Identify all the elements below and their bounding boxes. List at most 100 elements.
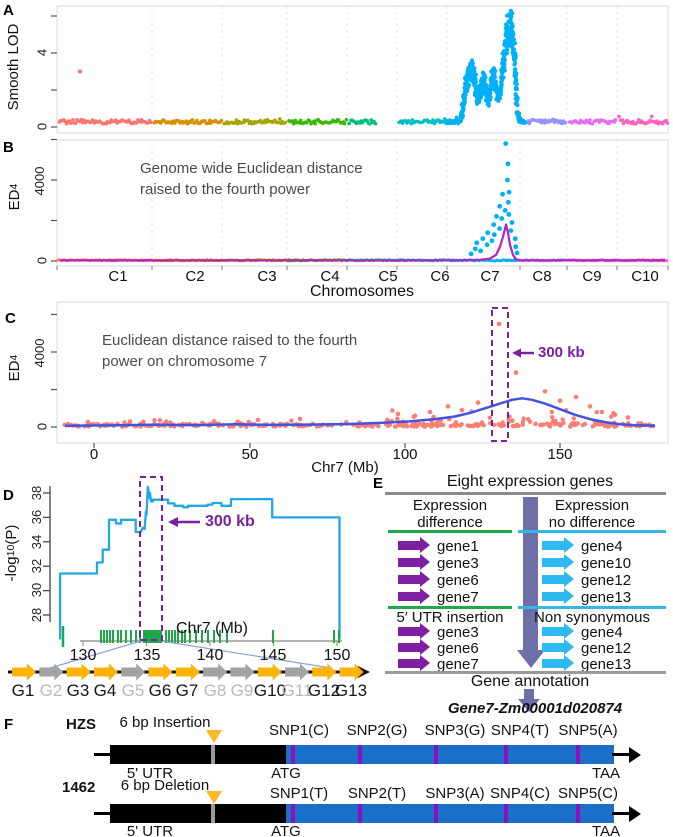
cyan-arrow-icon [542, 623, 574, 639]
panel-d-ytick-30: 30 [28, 582, 44, 598]
panel-d-y-label-post: (P) [2, 524, 20, 545]
panel-e-title-underline [385, 492, 666, 495]
panel-d-ytick-32: 32 [28, 558, 44, 574]
panel-e-left-green-line-bottom [388, 606, 512, 609]
snp3-line [434, 745, 438, 764]
gene-label-g1: G1 [11, 681, 35, 700]
panel-e-footer-label: Gene annotation [470, 673, 590, 690]
purple-arrow-icon [398, 639, 430, 655]
panel-e-footer-line [385, 671, 666, 674]
panel-b-ytick-0: 0 [34, 256, 50, 265]
panel-f-row1-snp4: SNP4(T) [490, 722, 550, 739]
panel-a-ytick-0: 0 [34, 122, 50, 131]
deletion-site-line [211, 804, 215, 823]
panel-d-ytick-28: 28 [28, 607, 44, 623]
panel-d-y-axis-label: -log 10 (P) [2, 507, 20, 599]
panel-c-ytick-0: 0 [34, 422, 50, 431]
panel-e-down-arrow-body [524, 689, 534, 699]
panel-e-candidate-gene: Gene7-Zm00001d020874 [447, 700, 623, 717]
panel-d-ytick-34: 34 [28, 534, 44, 550]
panel-f-row-1462: 1462 6 bp Deletion SNP1(T) SNP2(T) SNP3(… [0, 773, 673, 837]
panel-e-right-sub-gene-3: gene13 [581, 656, 632, 673]
panel-c-xtick-150: 150 [547, 446, 573, 463]
panel-e-left-sub-gene-2: gene6 [437, 640, 479, 657]
panel-e-right-gene-2: gene10 [581, 555, 632, 572]
panel-d-xtick-145: 145 [259, 647, 287, 664]
panel-e-right-gene-4: gene13 [581, 589, 632, 606]
gene-label-g4: G4 [93, 681, 117, 700]
panel-b-x-axis-label: Chromosomes [309, 283, 415, 300]
panel-f-row1-atg-label: ATG [271, 765, 301, 782]
panel-f-row1-utr-label: 5' UTR [126, 765, 174, 782]
panel-f-row1-snp1: SNP1(C) [268, 722, 329, 739]
panel-e-left-heading-line2: difference [417, 514, 483, 531]
panel-f-row-hzs: HZS 6 bp Insertion SNP1(C) SNP2(G) SNP3(… [0, 710, 673, 782]
panel-f-row2-name: 1462 [62, 779, 96, 796]
gene-label-g7: G7 [175, 681, 199, 700]
panel-a-plot [51, 5, 670, 134]
panel-c-annotation-line2: power on chromosome 7 [102, 353, 268, 370]
panel-d-plot [8, 476, 370, 681]
panel-e-right-gene-3: gene12 [581, 572, 632, 589]
panel-f-row1-variant: 6 bp Insertion [119, 714, 211, 731]
cyan-arrow-icon [542, 554, 574, 570]
gene-label-g2: G2 [39, 681, 63, 700]
chrom-label-c10: C10 [631, 268, 659, 285]
utr-bar [110, 745, 286, 764]
panel-d-ytick-38: 38 [28, 485, 44, 501]
panel-e-right-heading-line1: Expression [554, 497, 630, 514]
chrom-label-c8: C8 [532, 268, 552, 285]
panel-f-row2-utr-label: 5' UTR [126, 823, 174, 837]
cyan-arrow-icon [542, 537, 574, 553]
snp4-line [504, 804, 508, 823]
gene-model-tail [94, 753, 111, 756]
panel-c-y-label-base: ED [5, 360, 23, 382]
panel-d-xtick-140: 140 [196, 647, 224, 664]
gene-model-head-line [612, 812, 630, 815]
panel-b-letter: B [3, 139, 14, 156]
purple-arrow-icon [398, 554, 430, 570]
panel-c-xtick-0: 0 [89, 446, 99, 463]
panel-a-ytick-4: 4 [34, 48, 50, 57]
panel-e-big-arrow-body [523, 497, 538, 650]
panel-d-300kb-label: 300 kb [205, 513, 255, 530]
gene-label-g12: G12 [307, 681, 341, 700]
gene-label-g5: G5 [121, 681, 145, 700]
panel-d-xtick-150: 150 [323, 647, 351, 664]
panel-f-row2-atg-label: ATG [271, 823, 301, 837]
panel-d-xtick-130: 130 [69, 647, 97, 664]
cds-bar [286, 745, 614, 764]
cyan-arrow-icon [542, 571, 574, 587]
panel-f-row1-snp5: SNP5(A) [558, 722, 618, 739]
panel-f-row2-snp4: SNP4(C) [489, 785, 550, 802]
cyan-arrow-icon [542, 639, 574, 655]
panel-e-left-gene-1: gene1 [437, 538, 479, 555]
panel-c-annotation-line1: Euclidean distance raised to the fourth [102, 332, 358, 349]
panel-d-xtick-135: 135 [133, 647, 161, 664]
panel-e-left-gene-4: gene7 [437, 589, 479, 606]
panel-c-300kb-label: 300 kb [538, 344, 585, 361]
panel-e-left-gene-2: gene3 [437, 555, 479, 572]
purple-arrow-icon [398, 655, 430, 671]
gene-label-g8: G8 [203, 681, 227, 700]
gene-label-g9: G9 [230, 681, 254, 700]
panel-e-right-gene-1: gene4 [581, 538, 623, 555]
panel-c-y-axis-label: ED 4 [5, 351, 23, 385]
panel-d-y-label-pre: -log [2, 556, 20, 582]
panel-d-y-label-sub: 10 [5, 544, 17, 557]
panel-c-ytick-4000: 4000 [31, 338, 47, 368]
purple-arrow-icon [398, 588, 430, 604]
panel-c-x-axis-label: Chr7 (Mb) [311, 459, 379, 476]
panel-b-ytick-4000: 4000 [31, 166, 47, 196]
cds-bar [286, 804, 614, 823]
panel-e-right-sub-gene-2: gene12 [581, 640, 632, 657]
gene-model-tail [94, 812, 111, 815]
panel-a-y-axis-label: Smooth LOD [4, 23, 22, 111]
purple-arrow-icon [398, 571, 430, 587]
panel-f-row2-snp3: SNP3(A) [425, 785, 485, 802]
panel-e-left-sub-gene-1: gene3 [437, 624, 479, 641]
snp1-line [291, 804, 295, 823]
snp5-line [576, 745, 580, 764]
